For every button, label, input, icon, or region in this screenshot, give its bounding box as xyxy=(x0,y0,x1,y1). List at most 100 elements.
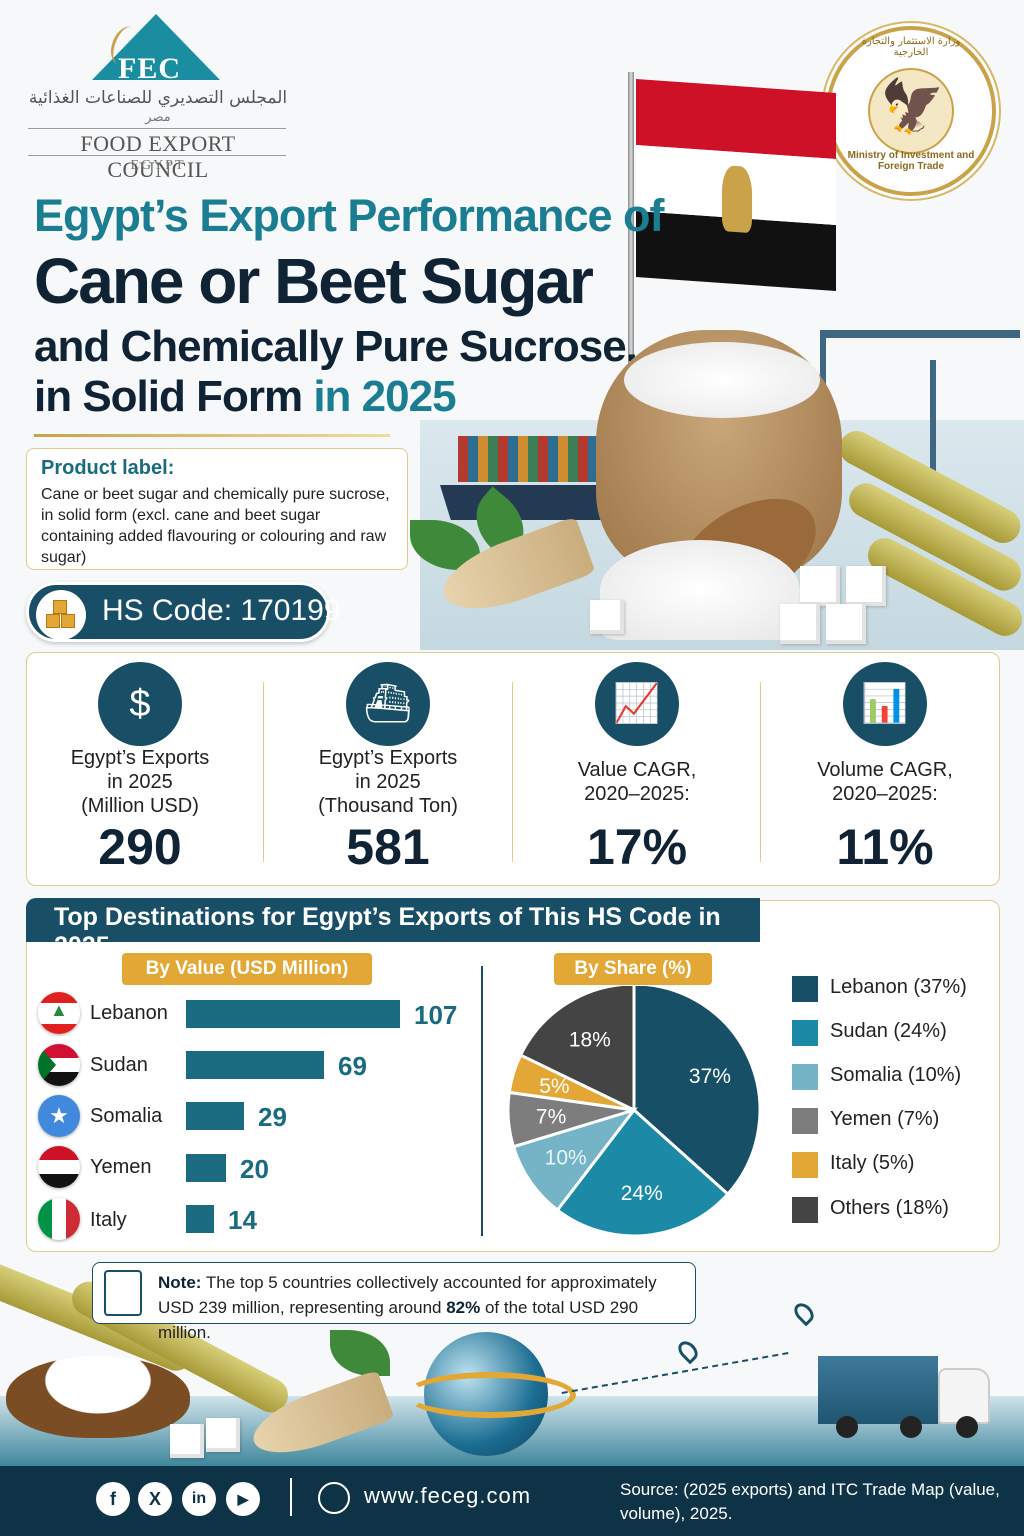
orbit-arrow-icon xyxy=(404,1372,576,1418)
legend-swatch xyxy=(792,1020,818,1046)
share-pie-chart: 37% 24% 10% 7% 5%18% xyxy=(506,986,762,1236)
kpi-label-line: Egypt’s Exports xyxy=(70,747,210,769)
hs-code-text: HS Code: 170199 xyxy=(102,594,341,627)
bar-value-label: 20 xyxy=(240,1154,269,1184)
title-line-3: and Chemically Pure Sucrose, xyxy=(34,322,638,371)
legend-label: Yemen (7%) xyxy=(830,1108,940,1130)
globe-web-icon xyxy=(318,1482,350,1514)
kpi-panel xyxy=(26,652,1000,886)
sudan-flag-icon xyxy=(38,1044,80,1086)
youtube-icon[interactable]: ▶ xyxy=(226,1482,260,1516)
note-box xyxy=(92,1262,696,1324)
destinations-heading-bar: Top Destinations for Egypt’s Exports of … xyxy=(26,898,760,960)
flag-pole xyxy=(628,72,634,372)
yemen-flag-icon xyxy=(38,1146,80,1188)
divider xyxy=(760,682,761,862)
title-line-4: in Solid Form in 2025 xyxy=(34,372,457,422)
sugar-pile-image xyxy=(600,540,800,640)
pie-slice-others xyxy=(518,986,636,1113)
note-body-end: of the total USD 290 million. xyxy=(158,1298,639,1342)
by-value-label: By Value (USD Million) xyxy=(122,953,372,985)
truck-container-image xyxy=(818,1356,938,1424)
bar-italy xyxy=(186,1205,214,1233)
title-line-1: Egypt’s Export Performance of xyxy=(34,190,664,241)
italy-flag-icon xyxy=(38,1198,80,1240)
title-line-2: Cane or Beet Sugar xyxy=(34,245,594,317)
bar-value-label: 29 xyxy=(258,1102,287,1132)
country-name: Sudan xyxy=(90,1054,148,1076)
sugar-cube-image xyxy=(590,600,624,634)
kpi-label-line: (Million USD) xyxy=(81,795,199,817)
bar-somalia xyxy=(186,1102,244,1130)
money-coins-icon: $ xyxy=(98,662,182,746)
legend-swatch xyxy=(792,976,818,1002)
truck-wheel xyxy=(956,1416,978,1438)
legend-swatch xyxy=(792,1152,818,1178)
kpi-label: Value CAGR, 2020–2025: xyxy=(527,758,747,806)
legend-swatch xyxy=(792,1197,818,1223)
country-name: Yemen xyxy=(90,1156,152,1178)
note-label: Note: xyxy=(158,1273,202,1292)
note-body: The top 5 countries collectively account… xyxy=(158,1273,657,1317)
kpi-label-line: Value CAGR, xyxy=(577,759,697,781)
kpi-label-line: in 2025 xyxy=(107,771,173,793)
kpi-label-line: 2020–2025: xyxy=(584,783,690,805)
linkedin-icon[interactable]: in xyxy=(182,1482,216,1516)
title-year: in 2025 xyxy=(302,372,456,421)
kpi-label: Egypt’s Exports in 2025 (Thousand Ton) xyxy=(278,746,498,818)
kpi-value-exports-ton: 581 xyxy=(346,819,430,875)
truck-wheel xyxy=(900,1416,922,1438)
bar-value-label: 14 xyxy=(228,1205,257,1235)
truck-wheel xyxy=(836,1416,858,1438)
country-name: Lebanon xyxy=(90,1002,168,1024)
product-label-card: Product label: Cane or beet sugar and ch… xyxy=(26,448,408,570)
council-arabic-name: المجلس التصديري للصناعات الغذائية xyxy=(28,88,288,108)
facebook-icon[interactable]: f xyxy=(96,1482,130,1516)
sugar-cube-image xyxy=(170,1424,204,1458)
country-name: Italy xyxy=(90,1209,127,1231)
sugar-cube-image xyxy=(800,566,840,606)
kpi-label-line: 2020–2025: xyxy=(832,783,938,805)
ministry-arabic-name: وزارة الاستثمار والتجارة الخارجية xyxy=(861,36,961,58)
council-country: EGYPT xyxy=(130,158,186,173)
pie-slice-label: 10% xyxy=(545,1146,587,1169)
website-link[interactable]: www.feceg.com xyxy=(364,1483,532,1508)
legend-label: Somalia (10%) xyxy=(830,1064,962,1086)
lebanon-flag-icon: ▲ xyxy=(38,992,80,1034)
legend-label: Italy (5%) xyxy=(830,1152,915,1174)
pie-slice-lebanon xyxy=(632,986,762,1197)
growth-chart-arrow-icon: 📊 xyxy=(843,662,927,746)
seal-center xyxy=(868,68,954,154)
port-crane-leg xyxy=(930,360,936,500)
pie-slice-sudan xyxy=(555,1107,730,1236)
cargo-ship-image xyxy=(440,485,620,520)
legend-swatch xyxy=(792,1108,818,1134)
title-underline xyxy=(34,434,390,437)
ship-containers xyxy=(458,436,608,482)
title-line-4-main: in Solid Form xyxy=(34,372,303,421)
x-twitter-icon[interactable]: X xyxy=(138,1482,172,1516)
country-name: Somalia xyxy=(90,1105,163,1127)
divider xyxy=(512,682,513,862)
egypt-flag-icon xyxy=(636,79,836,293)
fec-logo-text: FEC xyxy=(118,52,181,85)
kpi-value-value-cagr: 17% xyxy=(586,819,688,875)
kpi-label: Egypt’s Exports in 2025 (Million USD) xyxy=(30,746,250,818)
kpi-label-line: (Thousand Ton) xyxy=(318,795,458,817)
council-english-name: FOOD EXPORT COUNCIL xyxy=(80,131,236,182)
pie-slice-label: 18% xyxy=(569,1029,611,1052)
sugar-bowl-image xyxy=(6,1356,190,1438)
destinations-heading: Top Destinations for Egypt’s Exports of … xyxy=(54,903,721,960)
divider xyxy=(290,1478,292,1516)
note-highlight: 82% xyxy=(446,1298,481,1317)
by-share-label: By Share (%) xyxy=(554,953,712,985)
boxes-icon xyxy=(36,590,86,640)
sugar-cube-image xyxy=(780,604,820,644)
growth-chart-star-icon: 📈 xyxy=(595,662,679,746)
kpi-value-volume-cagr: 11% xyxy=(836,819,934,875)
bar-lebanon xyxy=(186,1000,400,1028)
kpi-label-line: Egypt’s Exports xyxy=(318,747,458,769)
divider xyxy=(263,682,264,862)
somalia-flag-icon: ★ xyxy=(38,1095,80,1137)
pie-slice-somalia xyxy=(511,1107,639,1213)
